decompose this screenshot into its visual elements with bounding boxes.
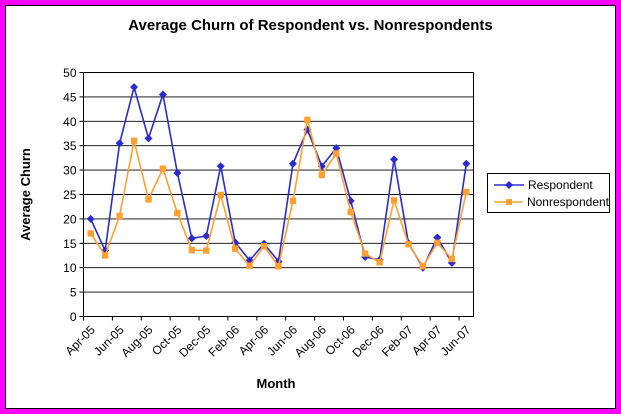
legend-marker-diamond-icon bbox=[505, 180, 513, 189]
data-point-nonrespondent bbox=[318, 171, 326, 179]
data-point-respondent bbox=[288, 159, 297, 168]
data-point-respondent bbox=[390, 155, 399, 164]
x-tick-label: Feb-07 bbox=[379, 322, 416, 359]
x-tick-label: Dec-05 bbox=[176, 322, 213, 359]
data-point-nonrespondent bbox=[159, 165, 167, 172]
data-point-nonrespondent bbox=[275, 263, 282, 270]
data-point-nonrespondent bbox=[347, 208, 354, 216]
y-tick-label: 30 bbox=[63, 164, 77, 178]
data-point-respondent bbox=[216, 162, 225, 171]
data-point-respondent bbox=[202, 231, 211, 240]
data-point-nonrespondent bbox=[434, 239, 441, 247]
x-tick-label: Apr-07 bbox=[409, 323, 445, 359]
data-point-nonrespondent bbox=[333, 150, 340, 157]
data-point-respondent bbox=[86, 214, 95, 223]
x-tick-label: Aug-05 bbox=[118, 322, 155, 359]
x-tick-label: Jun-07 bbox=[438, 322, 474, 358]
respondent-line-marker-icon bbox=[494, 180, 524, 189]
data-point-nonrespondent bbox=[101, 252, 109, 259]
legend-label-respondent: Respondent bbox=[528, 177, 593, 192]
data-point-nonrespondent bbox=[448, 255, 456, 263]
data-point-nonrespondent bbox=[405, 241, 412, 248]
data-point-respondent bbox=[187, 234, 196, 243]
data-point-nonrespondent bbox=[87, 230, 94, 237]
y-tick-label: 45 bbox=[63, 90, 77, 104]
y-tick-label: 20 bbox=[63, 212, 77, 226]
y-tick-label: 35 bbox=[63, 139, 77, 153]
legend-item-nonrespondent: Nonrespondent bbox=[494, 195, 609, 209]
y-tick-label: 15 bbox=[63, 237, 77, 251]
data-point-nonrespondent bbox=[376, 259, 383, 266]
data-point-respondent bbox=[115, 139, 124, 148]
data-point-nonrespondent bbox=[217, 191, 224, 199]
x-tick-label: Apr-06 bbox=[236, 323, 272, 359]
data-point-respondent bbox=[462, 159, 471, 168]
data-point-nonrespondent bbox=[260, 243, 268, 250]
x-axis-title: Month bbox=[257, 376, 296, 391]
data-point-respondent bbox=[173, 169, 182, 178]
chart-title: Average Churn of Respondent vs. Nonrespo… bbox=[128, 17, 493, 34]
data-point-respondent bbox=[158, 90, 167, 99]
data-point-respondent bbox=[332, 144, 341, 153]
data-point-nonrespondent bbox=[203, 247, 210, 254]
y-tick-label: 40 bbox=[63, 115, 77, 129]
y-axis-title: Average Churn bbox=[18, 148, 33, 241]
data-point-nonrespondent bbox=[174, 209, 181, 217]
nonrespondent-line-marker-icon bbox=[494, 198, 523, 205]
legend-label-nonrespondent: Nonrespondent bbox=[526, 194, 609, 209]
data-point-nonrespondent bbox=[419, 263, 427, 270]
data-point-respondent bbox=[130, 83, 139, 92]
y-tick-label: 25 bbox=[63, 188, 77, 202]
y-tick-label: 50 bbox=[63, 66, 77, 80]
data-point-nonrespondent bbox=[231, 245, 239, 252]
data-point-nonrespondent bbox=[145, 196, 152, 203]
legend-item-respondent: Respondent bbox=[494, 178, 609, 192]
data-point-nonrespondent bbox=[463, 188, 470, 196]
legend-marker-square-icon bbox=[506, 198, 512, 205]
y-tick-label: 0 bbox=[70, 310, 77, 324]
x-tick-label: Dec-06 bbox=[349, 322, 386, 359]
x-tick-label: Aug-06 bbox=[292, 322, 329, 359]
data-point-nonrespondent bbox=[130, 137, 138, 145]
data-point-nonrespondent bbox=[361, 250, 369, 257]
data-point-nonrespondent bbox=[246, 262, 253, 269]
y-tick-label: 5 bbox=[70, 286, 77, 300]
data-point-nonrespondent bbox=[188, 246, 196, 254]
data-point-nonrespondent bbox=[289, 197, 297, 205]
data-point-nonrespondent bbox=[116, 212, 123, 220]
data-point-nonrespondent bbox=[390, 197, 398, 204]
series-line-respondent bbox=[89, 84, 468, 270]
x-tick-label: Apr-05 bbox=[62, 323, 98, 359]
x-tick-label: Feb-06 bbox=[205, 322, 242, 359]
data-point-respondent bbox=[144, 134, 153, 143]
data-point-respondent bbox=[433, 233, 442, 242]
data-point-nonrespondent bbox=[304, 116, 311, 124]
legend: Respondent Nonrespondent bbox=[487, 173, 610, 213]
y-tick-label: 10 bbox=[63, 261, 77, 275]
